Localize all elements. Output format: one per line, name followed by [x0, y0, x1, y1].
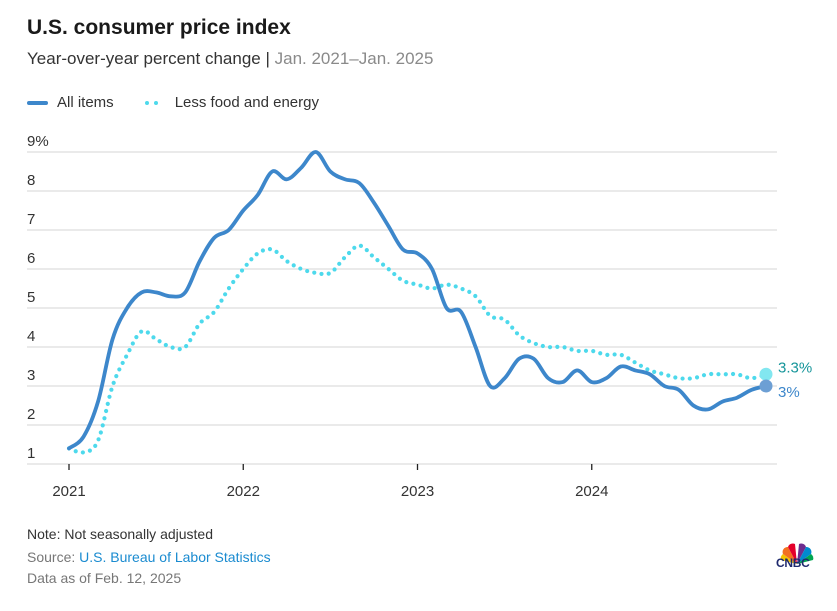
legend-label-all-items: All items	[57, 94, 114, 111]
date-range: Jan. 2021–Jan. 2025	[274, 49, 434, 68]
y-tick-label: 1	[27, 445, 35, 462]
x-tick-label: 2021	[52, 483, 85, 500]
subtitle-text: Year-over-year percent change	[27, 49, 261, 68]
end-point-all-items	[759, 379, 773, 393]
cnbc-peacock-logo	[780, 543, 814, 564]
series-line-all-items	[67, 150, 768, 451]
series-lines	[66, 150, 769, 455]
y-tick-label: 9%	[27, 133, 49, 150]
legend-swatch-all-items	[27, 100, 48, 105]
footnote: Note: Not seasonally adjusted	[27, 526, 213, 542]
series-line-less-food-and-energy	[66, 243, 769, 455]
source-label: Source:	[27, 549, 76, 565]
cnbc-logo-text: CNBC	[776, 556, 810, 570]
end-label-all-items: 3%	[778, 384, 800, 401]
data-as-of: Data as of Feb. 12, 2025	[27, 570, 182, 586]
y-tick-label: 5	[27, 289, 35, 306]
x-tick-label: 2023	[401, 483, 434, 500]
legend-swatch-core	[144, 100, 159, 105]
y-tick-label: 3	[27, 367, 35, 384]
legend: All items Less food and energy	[27, 94, 319, 111]
end-point-less-food-and-energy	[759, 367, 773, 381]
x-tick-label: 2022	[227, 483, 260, 500]
y-tick-label: 2	[27, 406, 35, 423]
y-axis-labels: 1 2 3 4 5 6 7 8 9%	[27, 133, 49, 462]
end-label-less-food-and-energy: 3.3%	[778, 359, 812, 376]
y-tick-label: 7	[27, 211, 35, 228]
y-tick-label: 8	[27, 172, 35, 189]
y-tick-label: 4	[27, 328, 35, 345]
gridlines	[27, 151, 777, 465]
source-line: Source: U.S. Bureau of Labor Statistics	[27, 549, 271, 565]
subtitle-separator: |	[265, 49, 270, 68]
x-tick-label: 2024	[575, 483, 608, 500]
source-link[interactable]: U.S. Bureau of Labor Statistics	[79, 549, 271, 565]
chart-title: U.S. consumer price index	[27, 16, 291, 39]
y-tick-label: 6	[27, 250, 35, 267]
legend-label-core: Less food and energy	[174, 94, 319, 111]
chart-subtitle: Year-over-year percent change | Jan. 202…	[27, 49, 433, 69]
x-axis: 2021 2022 2023 2024	[52, 464, 608, 500]
end-labels: 3.3% 3%	[759, 359, 812, 401]
